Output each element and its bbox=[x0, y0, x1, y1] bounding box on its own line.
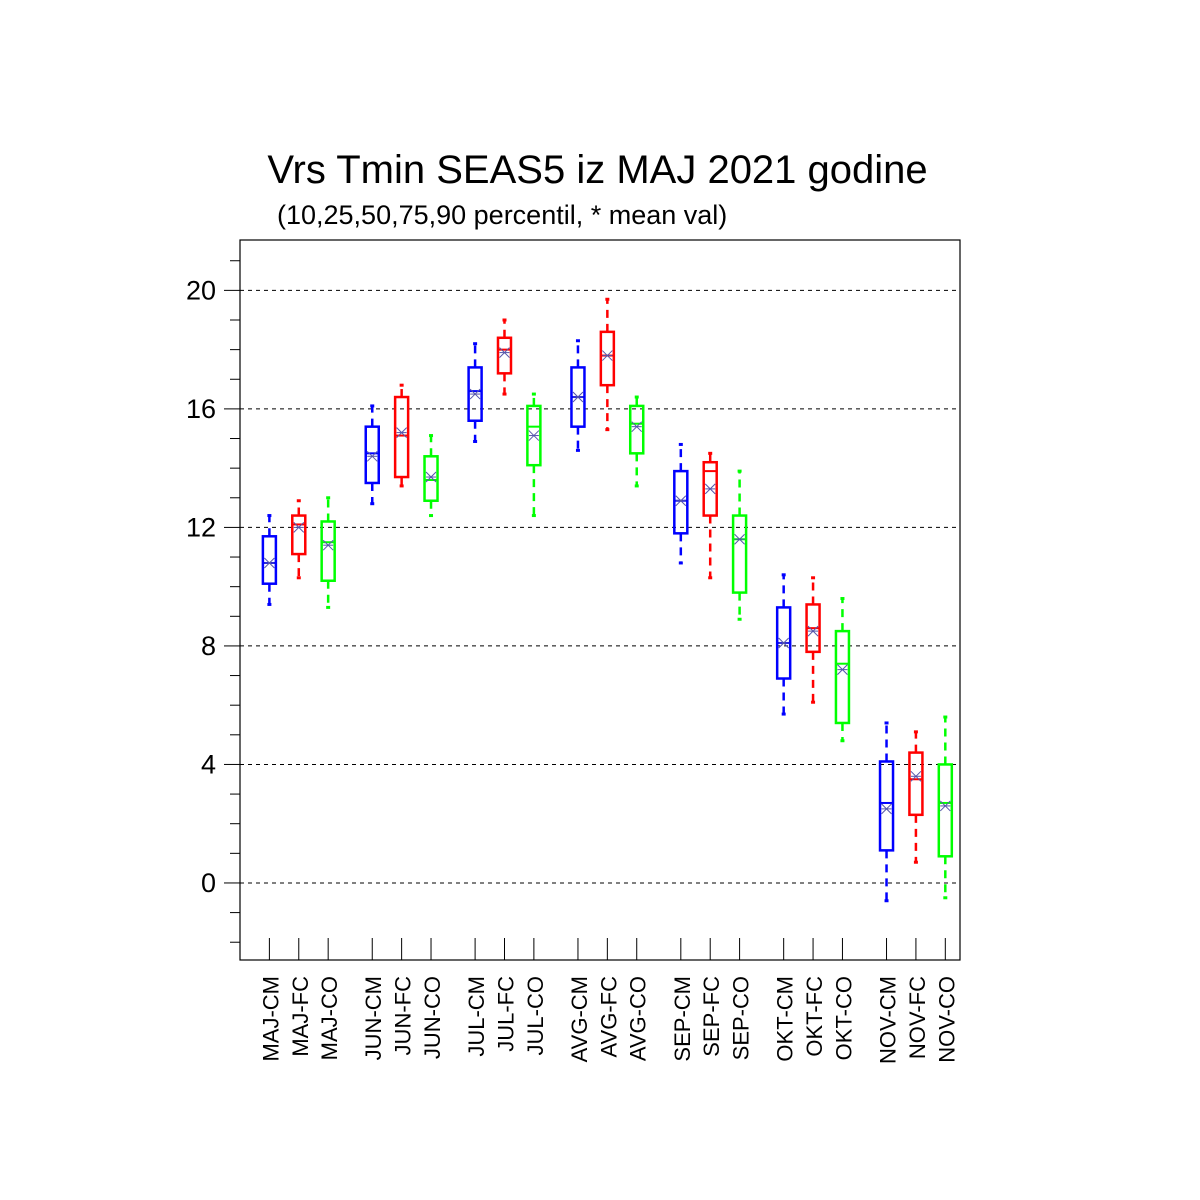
mean-marker bbox=[631, 421, 643, 433]
box-nov-cm bbox=[878, 721, 895, 903]
box-okt-co bbox=[834, 597, 851, 743]
chart-subtitle: (10,25,50,75,90 percentil, * mean val) bbox=[277, 200, 728, 230]
box-jul-co bbox=[526, 392, 542, 518]
box-okt-fc bbox=[805, 576, 821, 704]
mean-marker bbox=[425, 471, 437, 483]
box-iqr bbox=[320, 520, 336, 582]
box-iqr bbox=[364, 425, 380, 485]
box-avg-co bbox=[628, 395, 645, 488]
mean-marker bbox=[322, 539, 334, 551]
x-tick-label: AVG-CM bbox=[567, 976, 592, 1062]
grid-lines bbox=[240, 289, 960, 884]
mean-marker bbox=[881, 803, 892, 815]
box-iqr bbox=[937, 763, 954, 858]
box-jun-co bbox=[423, 434, 439, 518]
box-iqr bbox=[628, 404, 645, 455]
x-tick-label: JUN-FC bbox=[391, 976, 416, 1056]
mean-marker bbox=[939, 800, 951, 812]
x-tick-label: NOV-CO bbox=[934, 976, 959, 1063]
mean-marker bbox=[572, 391, 584, 403]
x-tick-label: MAJ-CO bbox=[317, 976, 342, 1060]
box-iqr bbox=[526, 404, 542, 467]
mean-marker bbox=[704, 483, 716, 495]
x-tick-label: OKT-CO bbox=[831, 976, 856, 1060]
mean-marker bbox=[675, 495, 687, 507]
x-tick-label: SEP-FC bbox=[699, 976, 724, 1057]
box-iqr bbox=[291, 514, 307, 556]
x-tick-label: OKT-FC bbox=[802, 976, 827, 1057]
y-tick-label: 12 bbox=[186, 512, 216, 542]
box-maj-fc bbox=[291, 499, 307, 580]
x-tick-label: SEP-CM bbox=[670, 976, 695, 1062]
y-tick-label: 4 bbox=[201, 749, 216, 779]
x-tick-label: OKT-CM bbox=[773, 976, 798, 1062]
box-iqr bbox=[496, 336, 513, 375]
x-tick-label: JUN-CO bbox=[420, 976, 445, 1059]
x-tick-label: JUL-CM bbox=[464, 976, 489, 1057]
box-iqr bbox=[702, 460, 718, 517]
x-tick-label: MAJ-CM bbox=[258, 976, 283, 1062]
mean-marker bbox=[264, 557, 275, 569]
x-tick-label: JUN-CM bbox=[361, 976, 386, 1060]
box-iqr bbox=[731, 514, 748, 594]
box-iqr bbox=[467, 366, 483, 422]
box-iqr bbox=[673, 469, 689, 535]
box-avg-cm bbox=[570, 339, 586, 452]
box-sep-co bbox=[731, 469, 748, 621]
x-tick-label: AVG-FC bbox=[596, 976, 621, 1058]
y-tick-label: 20 bbox=[186, 275, 216, 305]
box-iqr bbox=[261, 535, 278, 585]
box-iqr bbox=[393, 395, 410, 479]
box-jul-fc bbox=[496, 318, 513, 396]
x-tick-label: MAJ-FC bbox=[288, 976, 313, 1057]
y-tick-label: 8 bbox=[201, 631, 216, 661]
y-tick-label: 0 bbox=[201, 868, 216, 898]
plot-frame bbox=[239, 239, 961, 961]
box-maj-cm bbox=[261, 514, 278, 606]
x-tick-label: JUL-FC bbox=[493, 976, 518, 1052]
mean-marker bbox=[293, 522, 305, 533]
box-iqr bbox=[599, 330, 616, 387]
y-tick-label: 16 bbox=[186, 394, 216, 424]
x-tick-label: SEP-CO bbox=[729, 976, 754, 1060]
mean-marker bbox=[366, 450, 378, 462]
x-tick-label: NOV-FC bbox=[905, 976, 930, 1059]
x-tick-label: JUL-CO bbox=[523, 976, 548, 1055]
box-iqr bbox=[908, 751, 924, 817]
mean-marker bbox=[734, 533, 745, 545]
box-sep-fc bbox=[702, 451, 718, 580]
mean-marker bbox=[778, 637, 790, 649]
x-tick-label: NOV-CM bbox=[876, 976, 901, 1064]
mean-marker bbox=[499, 347, 510, 358]
box-iqr bbox=[423, 455, 439, 502]
box-iqr bbox=[878, 760, 895, 852]
box-series bbox=[261, 297, 954, 903]
mean-marker bbox=[469, 388, 481, 400]
box-iqr bbox=[834, 629, 851, 725]
box-maj-co bbox=[320, 496, 336, 609]
box-sep-cm bbox=[673, 442, 689, 565]
mean-marker bbox=[910, 770, 922, 782]
box-jul-cm bbox=[467, 342, 483, 443]
box-nov-co bbox=[937, 715, 954, 900]
mean-marker bbox=[396, 427, 407, 438]
mean-marker bbox=[601, 350, 613, 361]
mean-marker bbox=[837, 664, 848, 675]
chart-title: Vrs Tmin SEAS5 iz MAJ 2021 godine bbox=[267, 148, 928, 192]
box-jun-fc bbox=[393, 383, 410, 488]
box-jun-cm bbox=[364, 404, 380, 506]
box-avg-fc bbox=[599, 297, 616, 432]
box-nov-fc bbox=[908, 730, 924, 864]
box-okt-cm bbox=[775, 573, 792, 716]
mean-marker bbox=[807, 625, 819, 637]
x-tick-label: AVG-CO bbox=[626, 976, 651, 1061]
mean-marker bbox=[528, 430, 540, 441]
